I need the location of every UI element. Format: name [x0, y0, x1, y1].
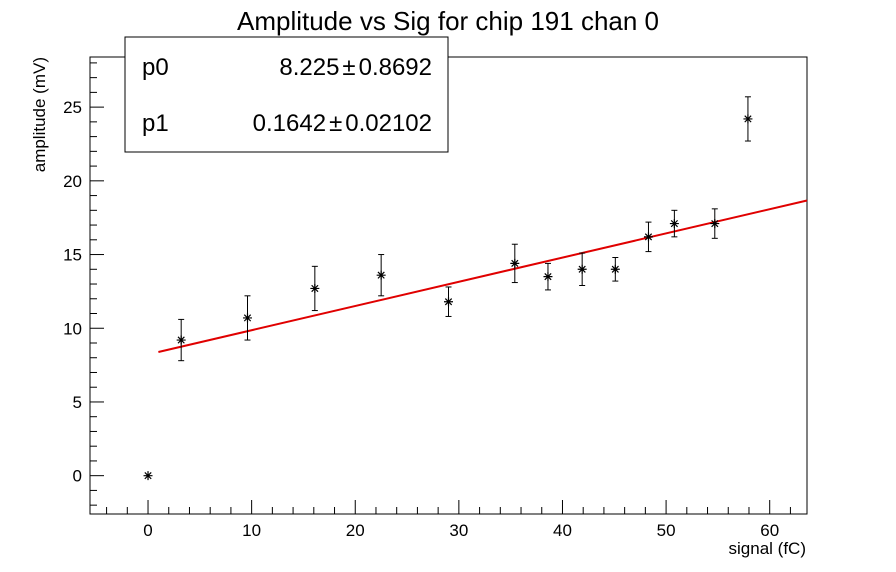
data-point: [669, 209, 679, 238]
star-marker: [143, 471, 153, 481]
y-tick-label: 0: [73, 467, 82, 486]
star-marker: [577, 264, 587, 274]
data-point: [643, 221, 653, 253]
y-tick-label: 25: [63, 98, 82, 117]
fit-layer: [158, 199, 808, 353]
star-marker: [669, 219, 679, 229]
stats-box: p0 8.225 ±0.8692 p1 0.1642 ±0.02102: [124, 36, 449, 153]
x-tick-label: 30: [449, 521, 468, 540]
y-axis-label: amplitude (mV): [30, 57, 49, 172]
star-marker: [310, 283, 320, 293]
stat-p0-error: 0.8692: [359, 54, 432, 81]
x-tick-label: 0: [143, 521, 152, 540]
stat-p1-value-number: 0.1642: [253, 110, 326, 137]
data-point: [543, 262, 553, 291]
data-point: [376, 254, 386, 297]
data-point: [242, 295, 252, 341]
y-tick-label: 20: [63, 172, 82, 191]
x-axis-label: signal (fC): [729, 539, 806, 558]
star-marker: [176, 335, 186, 345]
x-tick-label: 50: [657, 521, 676, 540]
data-point: [743, 96, 753, 142]
fit-line: [158, 199, 808, 353]
star-marker: [743, 114, 753, 124]
data-point: [577, 252, 587, 286]
chart-title: Amplitude vs Sig for chip 191 chan 0: [237, 6, 659, 36]
x-tick-label: 40: [553, 521, 572, 540]
x-tick-label: 60: [760, 521, 779, 540]
star-marker: [242, 313, 252, 323]
star-marker: [710, 219, 720, 229]
x-tick-label: 10: [242, 521, 261, 540]
stat-p0-value: 8.225 ±0.8692: [279, 54, 432, 81]
y-tick-label: 15: [63, 246, 82, 265]
star-marker: [610, 264, 620, 274]
data-point: [176, 318, 186, 362]
y-tick-label: 10: [63, 319, 82, 338]
x-tick-label: 20: [346, 521, 365, 540]
star-marker: [444, 297, 453, 307]
data-point: [310, 265, 320, 312]
data-point: [710, 208, 720, 239]
points-layer: [143, 96, 753, 481]
star-marker: [376, 270, 386, 280]
data-point: [143, 471, 153, 481]
stat-p0-plusminus: ±: [342, 54, 355, 81]
stat-p0-value-number: 8.225: [279, 54, 339, 81]
data-point: [510, 243, 520, 284]
data-point: [610, 256, 620, 282]
stat-p1-plusminus: ±: [329, 110, 342, 137]
stat-p0-name: p0: [142, 54, 169, 81]
star-marker: [543, 272, 553, 282]
stat-p1-error: 0.02102: [345, 110, 432, 137]
y-tick-label: 5: [73, 393, 82, 412]
star-marker: [510, 258, 520, 268]
stat-p1-value: 0.1642 ±0.02102: [253, 110, 432, 137]
data-point: [444, 286, 453, 317]
star-marker: [643, 232, 653, 242]
axes: 0 10 20 30 40 50 60 0 5 10 15 20 25: [63, 62, 791, 540]
stats-box-frame: [124, 36, 449, 153]
stat-p1-name: p1: [142, 110, 169, 137]
